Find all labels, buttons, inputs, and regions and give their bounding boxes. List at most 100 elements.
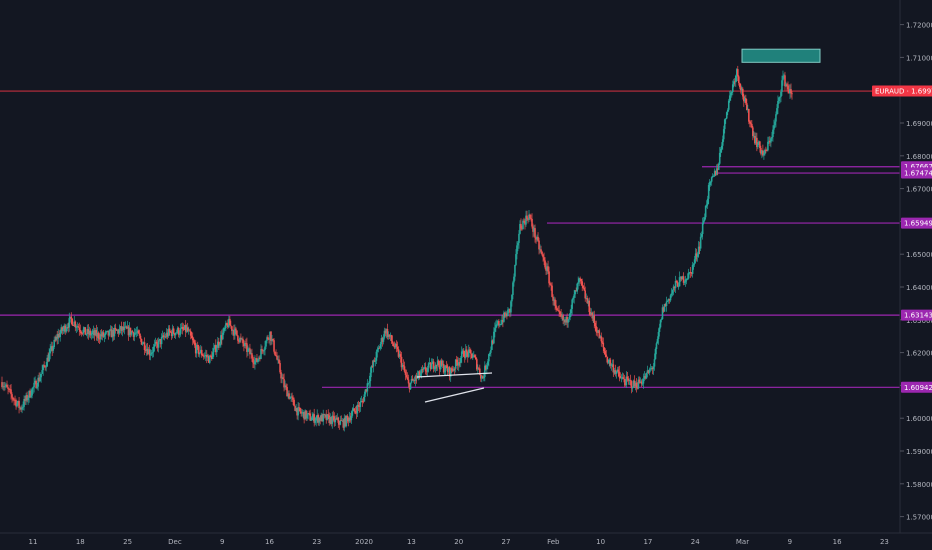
candle-body xyxy=(127,326,130,336)
candle-body xyxy=(715,168,718,175)
x-tick-label: 16 xyxy=(265,538,274,546)
candle-body xyxy=(518,233,520,243)
candle-body xyxy=(133,332,136,337)
candle-body xyxy=(756,137,758,148)
candle-body xyxy=(653,359,656,367)
candle-body xyxy=(752,127,754,137)
candle-body xyxy=(357,404,360,407)
candle-body xyxy=(303,412,305,420)
candle-body xyxy=(443,370,446,373)
candle-body xyxy=(67,327,70,328)
candle-body xyxy=(125,326,128,329)
candle-body xyxy=(103,335,106,337)
y-tick-label: 1.65000 xyxy=(906,251,932,259)
candle-body xyxy=(461,350,464,352)
candle-body xyxy=(153,344,156,347)
time-axis[interactable]: 11 18 25 Dec 9 16 23 2020 13 20 27 Feb 10 17 24 Mar 9 16 2… xyxy=(29,538,889,546)
resistance-zone xyxy=(741,48,821,63)
candle-body xyxy=(684,279,687,282)
candle-body xyxy=(607,361,610,363)
candle-body xyxy=(119,326,122,330)
candle-body xyxy=(605,354,608,357)
candle-body xyxy=(371,366,374,367)
candle-body xyxy=(158,338,161,341)
candle-body xyxy=(279,363,281,373)
candle-body xyxy=(471,356,474,359)
candle-body xyxy=(407,379,410,384)
candle-body xyxy=(600,336,603,342)
candle-body xyxy=(487,361,489,366)
candle-body xyxy=(343,417,346,428)
candle-body xyxy=(168,328,171,332)
candle-body xyxy=(667,298,670,301)
candle-body xyxy=(317,415,320,423)
candle-body xyxy=(412,380,415,381)
candle-body xyxy=(277,359,279,361)
candle-body xyxy=(47,357,49,362)
candle-body xyxy=(454,359,457,369)
candle-body xyxy=(24,399,26,401)
candle-body xyxy=(79,330,82,332)
candle-body xyxy=(719,148,722,153)
candle-body xyxy=(723,119,726,130)
y-tick-label: 1.58000 xyxy=(906,481,932,489)
candle-body xyxy=(567,319,569,323)
candle-body xyxy=(683,281,686,283)
candle-body xyxy=(257,359,259,362)
candle-body xyxy=(57,333,60,339)
candle-body xyxy=(741,88,743,91)
candle-body xyxy=(32,387,34,389)
candle-body xyxy=(648,369,651,373)
candle-body xyxy=(537,236,539,241)
candle-body xyxy=(393,346,396,348)
candle-body xyxy=(276,355,278,360)
x-tick-label: 27 xyxy=(502,538,511,546)
candle-body xyxy=(312,414,314,418)
candle-body xyxy=(379,343,382,349)
candle-body xyxy=(558,310,560,312)
candle-body xyxy=(638,379,641,383)
candle-body xyxy=(13,399,15,401)
candle-body xyxy=(383,330,386,338)
candle-body xyxy=(179,328,182,334)
y-tick-label: 1.60000 xyxy=(906,415,932,423)
candle-body xyxy=(544,260,546,268)
candle-body xyxy=(262,350,264,352)
candle-body xyxy=(790,89,792,94)
candle-body xyxy=(116,330,119,331)
candle-body xyxy=(10,389,12,395)
candle-body xyxy=(517,242,519,246)
candle-body xyxy=(170,331,173,337)
candle-body xyxy=(325,414,328,420)
candle-body xyxy=(362,401,365,403)
candle-body xyxy=(390,335,393,342)
candle-body xyxy=(92,330,95,333)
candle-body xyxy=(193,342,196,346)
candle-body xyxy=(250,353,252,355)
candle-body xyxy=(305,410,307,419)
candle-body xyxy=(762,150,764,156)
candle-body xyxy=(633,380,636,387)
candle-body xyxy=(74,321,77,328)
candle-body xyxy=(380,338,383,344)
candle-body xyxy=(23,399,25,407)
candle-body xyxy=(671,290,674,294)
candle-body xyxy=(784,75,786,87)
candle-body xyxy=(240,337,242,339)
candle-body xyxy=(6,384,8,388)
candle-body xyxy=(292,397,294,400)
candle-body xyxy=(446,368,449,373)
candle-body xyxy=(706,198,709,205)
candle-body xyxy=(389,335,392,337)
candle-body xyxy=(14,399,16,401)
candle-body xyxy=(195,345,198,354)
candle-body xyxy=(551,285,553,297)
candle-body xyxy=(525,215,527,225)
candle-body xyxy=(478,368,480,370)
candle-body xyxy=(356,404,359,414)
candle-body xyxy=(708,181,711,186)
candle-body xyxy=(482,376,484,379)
y-tick-label: 1.57000 xyxy=(906,514,932,522)
candle-body xyxy=(137,330,140,334)
